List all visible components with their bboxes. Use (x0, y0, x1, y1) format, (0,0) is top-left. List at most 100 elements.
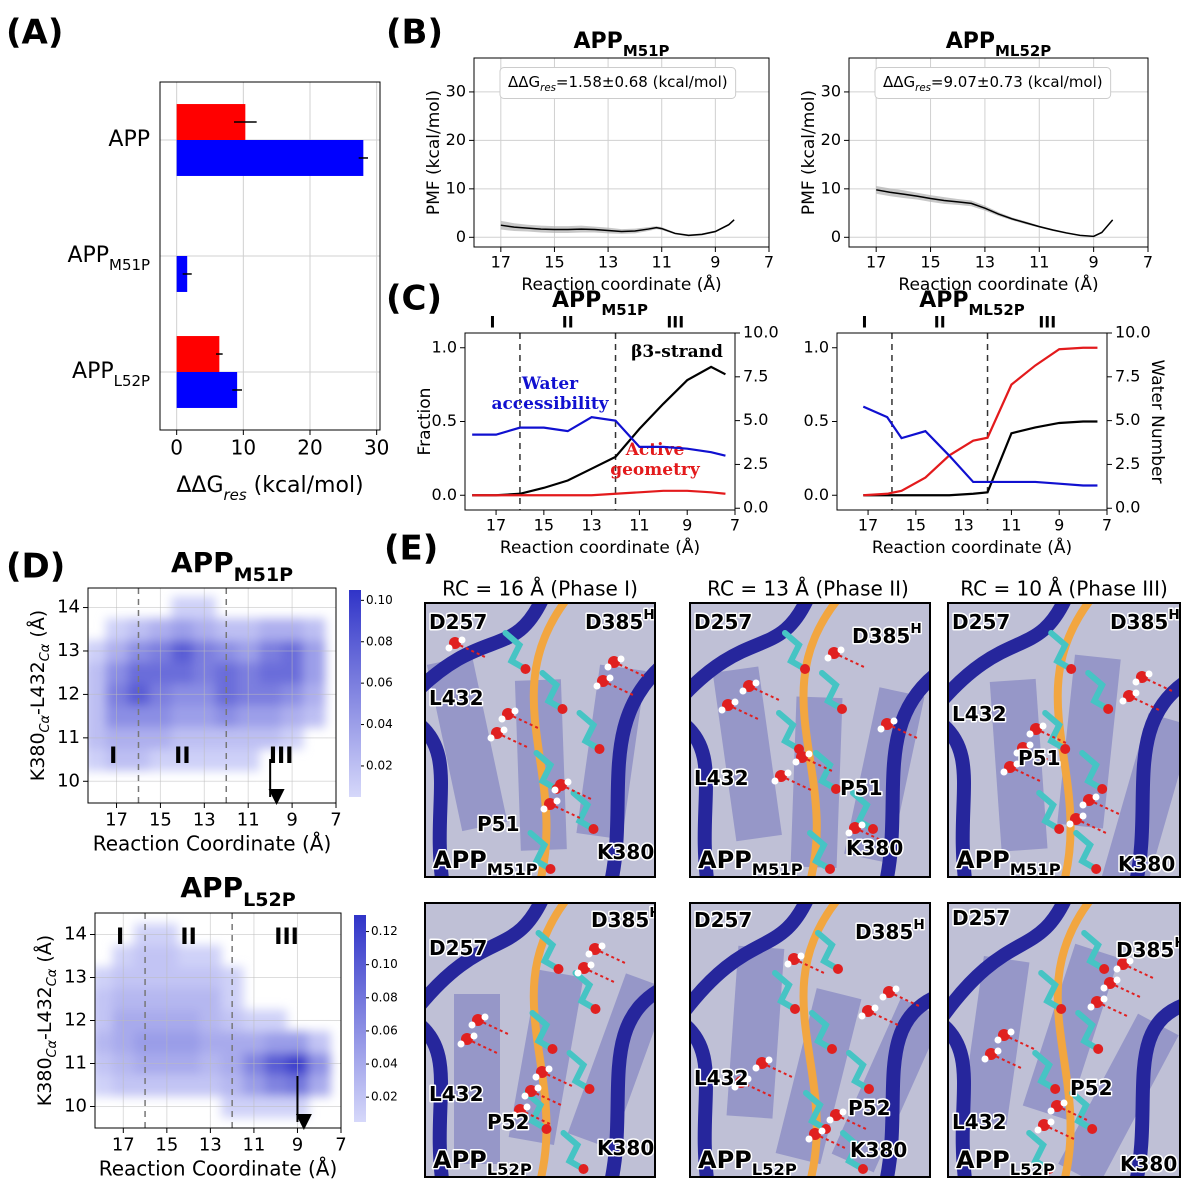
density-cell (308, 1031, 331, 1054)
residue-stick (1079, 750, 1106, 792)
residue-label-part: H (649, 905, 660, 921)
oxygen-atom (1099, 964, 1110, 974)
water-hydrogen (534, 1084, 542, 1092)
colorbar-tick-label: 0.06 (366, 676, 393, 690)
water-hydrogen (1079, 801, 1087, 809)
water-hydrogen (890, 717, 898, 725)
y-tick-label-part: APP (108, 127, 150, 152)
density-cell (303, 705, 326, 728)
residue-stick (529, 1010, 556, 1052)
residue-label-part: APP (698, 846, 752, 874)
x-tick-label: 7 (1143, 253, 1153, 272)
residue-label-part: D385 (591, 908, 649, 932)
water-hydrogen (1119, 697, 1127, 705)
residue-stick (572, 970, 599, 1012)
x-tick-label: 11 (629, 516, 649, 535)
x-tick-label: 11 (242, 1135, 265, 1156)
residue-label-part: D257 (694, 908, 752, 932)
residue-label-part: D257 (429, 936, 487, 960)
helix-ribbon (948, 720, 972, 877)
water-hydrogen (784, 769, 792, 777)
oxygen-atom (547, 1044, 558, 1054)
y2-tick-label: 5.0 (743, 410, 768, 429)
oxygen-atom (584, 1084, 595, 1094)
residue-stick (535, 930, 562, 972)
water-hydrogen (839, 1108, 847, 1116)
residue-stick (846, 1050, 872, 1092)
water-hydrogen (994, 1036, 1002, 1044)
chart-title: APPM51P (574, 29, 670, 60)
series-line (863, 420, 1098, 497)
y2-tick-label: 0.0 (1115, 498, 1140, 517)
x-tick-label: 7 (730, 516, 740, 535)
residue-label-part: M51P (487, 860, 538, 879)
residue-label: K380 (597, 840, 654, 864)
series-label-box: Active geometry (610, 441, 700, 480)
water-hydrogen (1113, 976, 1121, 984)
water-hydrogen (1026, 730, 1034, 738)
y-tick-label: 0 (456, 227, 466, 246)
residue-label-part: L52P (1010, 1160, 1055, 1179)
helix-ribbon (948, 603, 1072, 705)
water-hydrogen (1060, 1099, 1068, 1107)
annotation-part: =1.58±0.68 (kcal/mol) (556, 73, 728, 91)
x-tick-label: 17 (491, 253, 511, 272)
residue-label: D385H (855, 917, 925, 944)
water-hydrogen (877, 725, 885, 733)
residue-stick (1038, 970, 1065, 1012)
annotation-part: ΔΔG (883, 73, 915, 91)
annotation-part: res (915, 83, 931, 94)
residue-label-part: D385 (1110, 610, 1168, 634)
residue-label: D257 (429, 936, 487, 960)
water-hydrogen (585, 950, 593, 958)
water-hydrogen (458, 636, 466, 644)
residue-label-part: L432 (429, 686, 484, 710)
helix-ribbon (425, 720, 449, 877)
x-tick-label: 7 (335, 1135, 346, 1156)
y-axis-label: PMF (kcal/mol) (424, 90, 444, 215)
y2-tick-label: 10.0 (743, 323, 779, 342)
residue-label: P51 (840, 776, 883, 800)
oxygen-atom (1044, 1164, 1055, 1174)
md-snapshot: D257 D385H L432 P52 K380 APPL52P (690, 903, 930, 1177)
y2-tick-label: 2.5 (1115, 454, 1140, 473)
water-hydrogen (879, 993, 887, 1001)
oxygen-atom (557, 704, 568, 714)
water-hydrogen (858, 821, 866, 829)
residue-label: K380 (850, 1138, 907, 1162)
y-tick-label: 14 (57, 597, 80, 618)
phase-label: III (1038, 313, 1056, 332)
y-axis-label-part: K380 (27, 732, 49, 781)
colorbar-tick-label: 0.10 (371, 957, 398, 971)
y-tick-label: 10 (446, 178, 466, 197)
y-tick-label: 0.0 (804, 485, 829, 504)
x-tick-label: 7 (330, 810, 341, 831)
helix-ribbon (879, 670, 930, 877)
chart-title-part: APP (574, 29, 623, 54)
oxygen-atom (825, 864, 835, 874)
residue-label-part: K380 (597, 1136, 654, 1160)
x-tick-label: 13 (193, 810, 216, 831)
residue-label-part: APP (956, 846, 1010, 874)
oxygen-atom (800, 664, 810, 674)
residue-label: K380 (1118, 852, 1175, 876)
x-tick-label: 13 (953, 516, 973, 535)
phase-label: I (109, 744, 117, 769)
x-tick-label: 30 (364, 436, 389, 460)
residue-stick (1075, 1010, 1102, 1052)
residue-label: D385H (1110, 607, 1180, 634)
colorbar-tick-label: 0.12 (371, 924, 398, 938)
x-axis-label: ΔΔGres (kcal/mol) (176, 473, 363, 504)
water-hydrogen (445, 644, 453, 652)
residue-label-part: M51P (752, 860, 803, 879)
water-hydrogen (1039, 722, 1047, 730)
series-label: Active geometry (610, 441, 700, 480)
water-hydrogen (765, 1056, 773, 1064)
density-cell (221, 1074, 244, 1097)
y-axis-label-part: Cα (38, 714, 53, 732)
x-tick-label: 13 (199, 1135, 222, 1156)
water-hydrogen (784, 960, 792, 968)
annotation-part: res (540, 83, 556, 94)
phase-label: I (116, 925, 124, 950)
residue-label: P52 (487, 1110, 530, 1134)
